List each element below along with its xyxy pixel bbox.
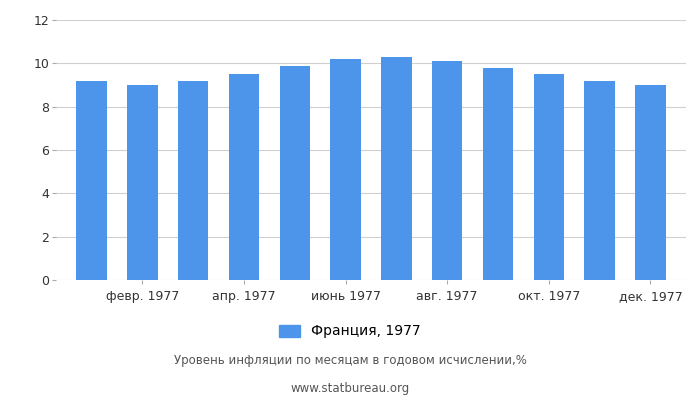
Bar — [432, 61, 463, 280]
Bar — [533, 74, 564, 280]
Bar — [279, 66, 310, 280]
Text: Уровень инфляции по месяцам в годовом исчислении,%: Уровень инфляции по месяцам в годовом ис… — [174, 354, 526, 367]
Legend: Франция, 1977: Франция, 1977 — [274, 319, 426, 344]
Text: www.statbureau.org: www.statbureau.org — [290, 382, 410, 395]
Bar — [229, 74, 259, 280]
Bar — [635, 85, 666, 280]
Bar — [382, 57, 412, 280]
Bar — [330, 59, 360, 280]
Bar — [483, 68, 513, 280]
Bar — [178, 81, 209, 280]
Bar — [127, 85, 158, 280]
Bar — [76, 81, 107, 280]
Bar — [584, 81, 615, 280]
